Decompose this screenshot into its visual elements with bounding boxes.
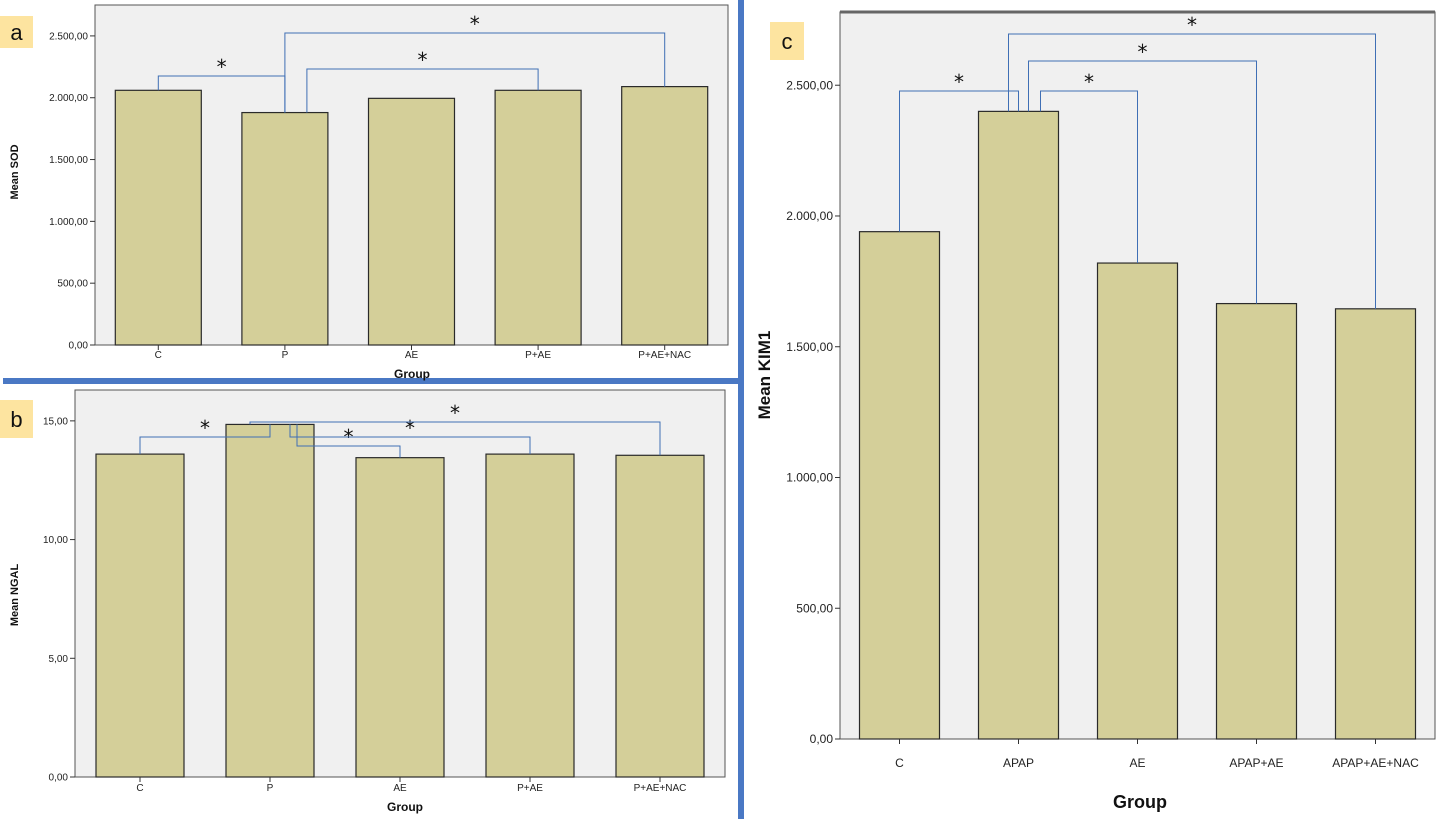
y-tick-label: 500,00: [796, 601, 833, 615]
bar-P+AE: [494, 89, 582, 346]
significance-bracket: [284, 32, 666, 113]
y-tick-label: 2.000,00: [49, 93, 88, 104]
x-tick-label-C: C: [155, 350, 162, 361]
x-tick-label-P+AE+NAC: P+AE+NAC: [634, 783, 687, 794]
significance-star: *: [418, 48, 428, 72]
x-tick-label-C: C: [136, 783, 143, 794]
x-tick-label-AE: AE: [405, 350, 419, 361]
significance-bracket: [249, 421, 661, 456]
significance-bracket: [289, 424, 531, 455]
significance-star: *: [1138, 40, 1148, 64]
y-tick-label: 0,00: [49, 773, 69, 784]
x-axis-label-a: Group: [394, 367, 430, 381]
y-tick-label: 15,00: [43, 416, 68, 427]
y-tick-label: 1.000,00: [49, 217, 88, 228]
y-axis-label-c: Mean KIM1: [755, 331, 774, 420]
significance-star: *: [405, 416, 415, 440]
chart-panel-a: 0,00 500,00 1.000,00 1.500,00 2.000,00 2.500,…: [0, 4, 729, 381]
chart-panel-c: 0,00 500,00 1.000,00 1.500,00 2.000,00 2.500,…: [755, 10, 1436, 812]
panel-label-box-c: [770, 22, 804, 60]
significance-bracket: [139, 424, 271, 455]
x-tick-label-AE: AE: [393, 783, 407, 794]
y-tick-label: 1.500,00: [786, 340, 833, 354]
x-tick-label-P+AE+NAC: P+AE+NAC: [638, 350, 691, 361]
panel-label-c: c: [782, 29, 793, 54]
bar-P: [225, 423, 315, 778]
significance-star: *: [217, 55, 227, 79]
bar-P+AE: [485, 453, 575, 778]
significance-bracket: [1040, 90, 1138, 264]
significance-star: *: [1084, 70, 1094, 94]
significance-bracket: [899, 90, 1019, 232]
bar-APAP: [977, 110, 1060, 740]
x-axis-label-b: Group: [387, 800, 423, 814]
significance-bracket: [1008, 33, 1376, 309]
significance-star: *: [470, 12, 480, 36]
bar-P: [241, 111, 329, 346]
x-tick-label-APAP+AE: APAP+AE: [1229, 756, 1283, 770]
significance-bracket: [1028, 60, 1257, 304]
y-tick-label: 0,00: [810, 732, 834, 746]
bar-APAP+AE: [1215, 302, 1298, 740]
x-axis-label-c: Group: [1113, 792, 1167, 812]
x-tick-label-P+AE: P+AE: [517, 783, 543, 794]
panel-separator-horizontal: [3, 378, 738, 384]
y-tick-label: 10,00: [43, 535, 68, 546]
bar-C: [114, 89, 202, 346]
significance-star: *: [1187, 13, 1197, 37]
panel-label-box-a: [0, 16, 33, 48]
bar-C: [858, 231, 941, 740]
significance-star: *: [954, 70, 964, 94]
significance-star: *: [200, 416, 210, 440]
y-tick-label: 2.500,00: [49, 31, 88, 42]
panel-label-b: b: [10, 407, 22, 432]
y-tick-label: 5,00: [49, 654, 69, 665]
panel-separator-vertical: [738, 0, 744, 819]
x-tick-label-APAP+AE+NAC: APAP+AE+NAC: [1332, 756, 1419, 770]
bar-AE: [1096, 262, 1179, 740]
x-tick-label-APAP: APAP: [1003, 756, 1034, 770]
y-axis-label-b: Mean NGAL: [9, 564, 21, 627]
significance-star: *: [450, 401, 460, 425]
x-tick-label-AE: AE: [1129, 756, 1145, 770]
y-tick-label: 500,00: [57, 279, 88, 290]
x-tick-label-C: C: [895, 756, 904, 770]
y-axis-label-a: Mean SOD: [9, 144, 21, 199]
y-tick-label: 2.000,00: [786, 209, 833, 223]
x-tick-label-P: P: [282, 350, 289, 361]
panel-label-a: a: [10, 20, 23, 45]
x-tick-label-P+AE: P+AE: [525, 350, 551, 361]
significance-bracket: [306, 68, 539, 113]
bar-AE: [355, 457, 445, 778]
y-tick-label: 2.500,00: [786, 78, 833, 92]
bar-APAP+AE+NAC: [1334, 308, 1417, 740]
significance-bracket: [296, 424, 401, 458]
bar-P+AE+NAC: [615, 454, 705, 778]
x-tick-label-P: P: [267, 783, 274, 794]
panel-label-box-b: [0, 400, 33, 438]
bar-P+AE+NAC: [621, 85, 709, 346]
y-tick-label: 0,00: [69, 341, 89, 352]
bar-AE: [367, 97, 456, 346]
bar-C: [95, 453, 185, 778]
y-tick-label: 1.500,00: [49, 155, 88, 166]
y-tick-label: 1.000,00: [786, 471, 833, 485]
